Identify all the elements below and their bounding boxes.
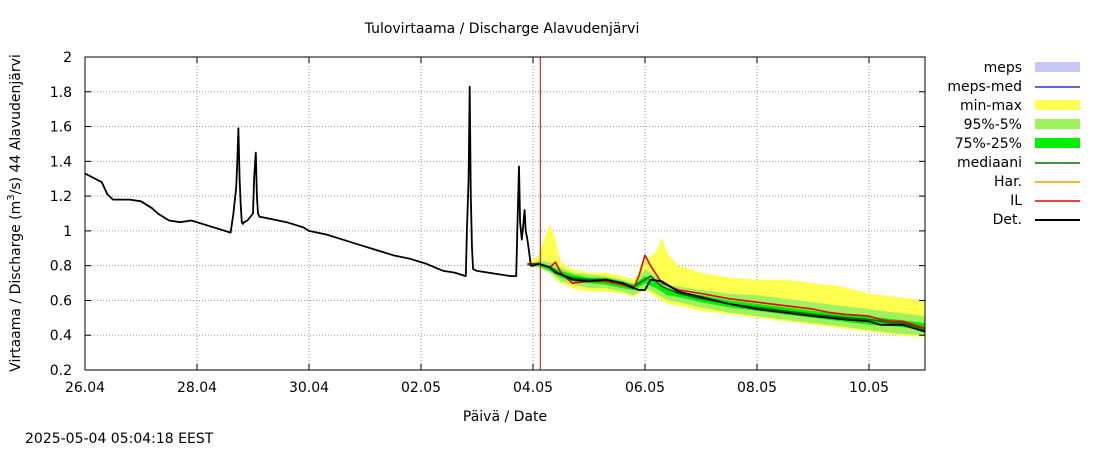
y-tick-label-5: 1.2: [50, 189, 72, 205]
legend: meps meps-med min-max 95%-5% 75%-25% mediaani…: [947, 60, 1080, 228]
x-tick-label-2: 30.04: [289, 380, 329, 396]
y-tick-label-3: 0.8: [50, 259, 72, 275]
x-tick-label-1: 28.04: [177, 380, 217, 396]
legend-label-har: Har.: [994, 174, 1022, 190]
x-tick-label-6: 08.05: [737, 380, 777, 396]
y-tick-label-4: 1: [63, 224, 72, 240]
plot-frame: [84, 56, 926, 371]
legend-swatch-p75_25: [1035, 138, 1080, 148]
legend-label-meps_med: meps-med: [947, 79, 1022, 95]
legend-label-il: IL: [1010, 193, 1022, 209]
y-tick-label-1: 0.4: [50, 328, 72, 344]
x-axis-label: Päivä / Date: [463, 409, 547, 425]
legend-label-minmax: min-max: [960, 98, 1022, 114]
legend-swatch-meps: [1035, 62, 1080, 72]
series-line-det: [84, 85, 926, 333]
x-tick-label-0: 26.04: [65, 380, 105, 396]
y-tick-label-8: 1.8: [50, 85, 72, 101]
legend-label-p75_25: 75%-25%: [955, 136, 1022, 152]
chart-title: Tulovirtaama / Discharge Alavudenjärvi: [364, 21, 640, 37]
x-tick-label-3: 02.05: [401, 380, 441, 396]
x-tick-label-4: 04.05: [513, 380, 553, 396]
legend-label-meps: meps: [984, 60, 1022, 76]
y-axis-ticks: 0.2 0.4 0.6 0.8 1 1.2 1.4 1.6 1.8 2: [50, 50, 925, 379]
series-line-mediaani: [527, 263, 926, 331]
y-tick-label-0: 0.2: [50, 363, 72, 379]
y-axis-label: Virtaama / Discharge (m3/s) 44 Alavudenj…: [6, 54, 24, 372]
legend-swatch-p95_5: [1035, 119, 1080, 129]
legend-label-det: Det.: [993, 212, 1022, 228]
timestamp: 2025-05-04 05:04:18 EEST: [25, 431, 214, 447]
y-tick-label-9: 2: [63, 50, 72, 66]
y-tick-label-7: 1.6: [50, 120, 72, 136]
band-75-25-: [527, 262, 925, 330]
series-lines: [84, 85, 926, 333]
y-tick-label-2: 0.6: [50, 293, 72, 309]
legend-label-p95_5: 95%-5%: [964, 117, 1022, 133]
grid-lines: [85, 57, 925, 370]
x-tick-label-5: 06.05: [625, 380, 665, 396]
x-axis-ticks: 26.04 28.04 30.04 02.05 04.05 06.05 08.05 10.05: [65, 57, 889, 396]
x-tick-label-7: 10.05: [849, 380, 889, 396]
legend-label-median: mediaani: [957, 155, 1022, 171]
legend-swatch-minmax: [1035, 100, 1080, 110]
y-tick-label-6: 1.4: [50, 154, 72, 170]
